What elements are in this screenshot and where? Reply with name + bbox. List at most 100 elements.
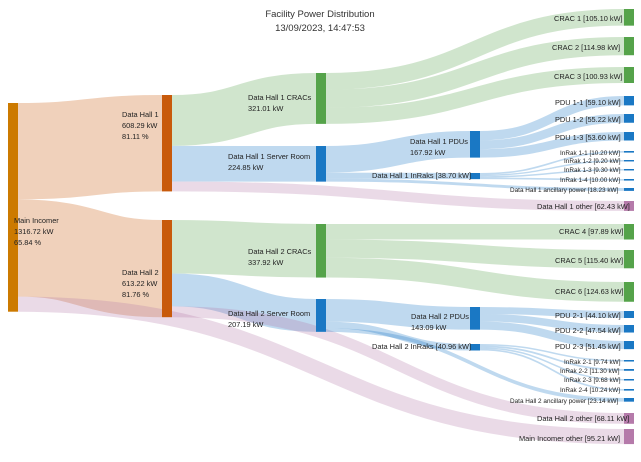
node-label-line: Data Hall 2 PDUs [411, 312, 469, 321]
node-dh2anc[interactable] [624, 398, 634, 402]
flow-link-main-dh2[interactable] [17, 199, 163, 318]
node-dh2[interactable] [162, 220, 172, 318]
flow-link-dh1pdu-pdu12[interactable] [479, 113, 625, 150]
flow-nodes [8, 9, 634, 445]
flow-link-dh2inrak-inrak22[interactable] [479, 345, 625, 371]
flow-link-dh1crac-crac1[interactable] [325, 9, 625, 90]
node-label-line: InRak 2-3 [9.68 kW] [564, 377, 621, 384]
node-pdu12[interactable] [624, 114, 634, 123]
node-dh2pdu[interactable] [470, 307, 480, 330]
node-pdu13[interactable] [624, 132, 634, 141]
node-main[interactable] [8, 103, 18, 312]
flow-link-dh2-dh2sr[interactable] [171, 273, 317, 332]
node-label-line: Data Hall 1 PDUs [410, 137, 468, 146]
flow-link-dh2inrak-inrak24[interactable] [479, 348, 625, 391]
node-dh1other[interactable] [624, 201, 634, 211]
node-label-pdu13: PDU 1-3 [53.60 kW] [555, 133, 621, 142]
node-label-crac5: CRAC 5 [115.40 kW] [555, 256, 623, 265]
flow-link-dh1crac-crac2[interactable] [325, 37, 625, 108]
node-pdu23[interactable] [624, 341, 634, 350]
node-label-line: Data Hall 1 other [62.43 kW] [537, 202, 630, 211]
flow-link-dh1pdu-pdu13[interactable] [479, 132, 625, 158]
flow-link-main-dh1[interactable] [17, 95, 163, 200]
node-label-dh1inrak: Data Hall 1 InRaks [38.70 kW] [372, 171, 471, 180]
flow-link-dh1inrak-inrak14[interactable] [479, 177, 625, 181]
flow-link-dh2pdu-pdu23[interactable] [479, 321, 625, 350]
node-mainother[interactable] [624, 429, 634, 445]
flow-link-dh1-dh1other[interactable] [171, 181, 625, 211]
node-pdu11[interactable] [624, 96, 634, 106]
node-crac1[interactable] [624, 9, 634, 26]
flow-link-dh1inrak-inrak12[interactable] [479, 159, 625, 177]
node-label-inrak11: InRak 1-1 [10.20 kW] [560, 150, 620, 157]
node-label-line: 321.01 kW [248, 104, 283, 113]
flow-link-dh2crac-crac6[interactable] [325, 257, 625, 302]
node-pdu22[interactable] [624, 325, 634, 333]
node-inrak21[interactable] [624, 360, 634, 362]
node-inrak13[interactable] [624, 169, 634, 171]
node-inrak24[interactable] [624, 389, 634, 391]
node-inrak23[interactable] [624, 379, 634, 381]
node-label-line: InRak 1-4 [10.00 kW] [560, 177, 620, 184]
flow-link-dh2sr-dh2inrak[interactable] [325, 321, 471, 351]
flow-link-dh2sr-dh2anc[interactable] [325, 328, 625, 402]
node-dh1sr[interactable] [316, 146, 326, 182]
node-dh2sr[interactable] [316, 299, 326, 332]
flow-link-dh2inrak-inrak23[interactable] [479, 347, 625, 381]
flow-link-dh2inrak-inrak21[interactable] [479, 344, 625, 362]
node-dh1crac[interactable] [316, 73, 326, 124]
node-dh1pdu[interactable] [470, 131, 480, 158]
node-dh1anc[interactable] [624, 188, 634, 191]
node-pdu21[interactable] [624, 311, 634, 318]
node-label-line: Data Hall 1 ancillary power [18.23 kW] [510, 187, 619, 194]
node-dh2inrak[interactable] [470, 344, 480, 351]
node-dh2crac[interactable] [316, 224, 326, 278]
flow-link-dh2-dh2crac[interactable] [171, 219, 317, 278]
node-label-line: CRAC 2 [114.98 kW] [552, 43, 620, 52]
node-inrak11[interactable] [624, 151, 634, 153]
node-label-crac2: CRAC 2 [114.98 kW] [552, 43, 620, 52]
node-label-crac3: CRAC 3 [100.93 kW] [554, 72, 623, 81]
node-crac5[interactable] [624, 250, 634, 269]
flow-link-dh1inrak-inrak11[interactable] [479, 150, 625, 175]
node-label-line: Data Hall 2 InRaks [40.96 kW] [372, 342, 471, 351]
flow-link-dh1sr-dh1pdu[interactable] [325, 131, 471, 173]
flow-link-dh1sr-dh1anc[interactable] [325, 178, 625, 191]
node-label-line: InRak 2-2 [11.30 kW] [560, 368, 620, 375]
flow-link-dh1crac-crac3[interactable] [325, 67, 625, 124]
node-label-line: PDU 1-1 [59.10 kW] [555, 98, 621, 107]
node-label-line: InRak 2-1 [9.74 kW] [564, 359, 621, 366]
node-label-line: CRAC 1 [105.10 kW] [554, 14, 623, 23]
node-crac4[interactable] [624, 224, 634, 240]
node-inrak12[interactable] [624, 160, 634, 162]
node-label-dh2pdu: Data Hall 2 PDUs 143.09 kW [411, 312, 469, 332]
node-inrak14[interactable] [624, 179, 634, 181]
node-label-line: CRAC 6 [124.63 kW] [555, 287, 624, 296]
node-label-line: Main Incomer [14, 216, 59, 225]
node-crac3[interactable] [624, 67, 634, 83]
node-label-inrak21: InRak 2-1 [9.74 kW] [564, 359, 621, 366]
flow-link-dh2sr-dh2pdu[interactable] [325, 299, 471, 330]
node-label-pdu12: PDU 1-2 [55.22 kW] [555, 115, 621, 124]
node-label-pdu11: PDU 1-1 [59.10 kW] [555, 98, 621, 107]
node-label-dh2anc: Data Hall 2 ancillary power [23.14 kW] [510, 398, 619, 405]
node-label-line: CRAC 5 [115.40 kW] [555, 256, 623, 265]
flow-link-dh1pdu-pdu11[interactable] [479, 96, 625, 141]
node-dh1inrak[interactable] [470, 173, 480, 180]
flow-link-main-mainother[interactable] [17, 296, 625, 445]
node-crac6[interactable] [624, 282, 634, 302]
node-label-inrak12: InRak 1-2 [9.20 kW] [564, 158, 621, 165]
node-labels: Main Incomer 1316.72 kW 65.84 % Data Hall 1… [14, 14, 630, 443]
node-crac2[interactable] [624, 37, 634, 56]
flow-link-dh1inrak-inrak13[interactable] [479, 168, 625, 178]
node-dh1[interactable] [162, 95, 172, 192]
node-dh2other[interactable] [624, 413, 634, 424]
flow-link-dh2pdu-pdu22[interactable] [479, 313, 625, 333]
flow-link-dh2crac-crac5[interactable] [325, 239, 625, 269]
flow-link-dh1-dh1crac[interactable] [171, 72, 317, 146]
node-label-line: 143.09 kW [411, 323, 446, 332]
node-inrak22[interactable] [624, 369, 634, 371]
flow-link-dh2-dh2other[interactable] [171, 306, 625, 424]
flow-link-dh2pdu-pdu21[interactable] [479, 307, 625, 318]
